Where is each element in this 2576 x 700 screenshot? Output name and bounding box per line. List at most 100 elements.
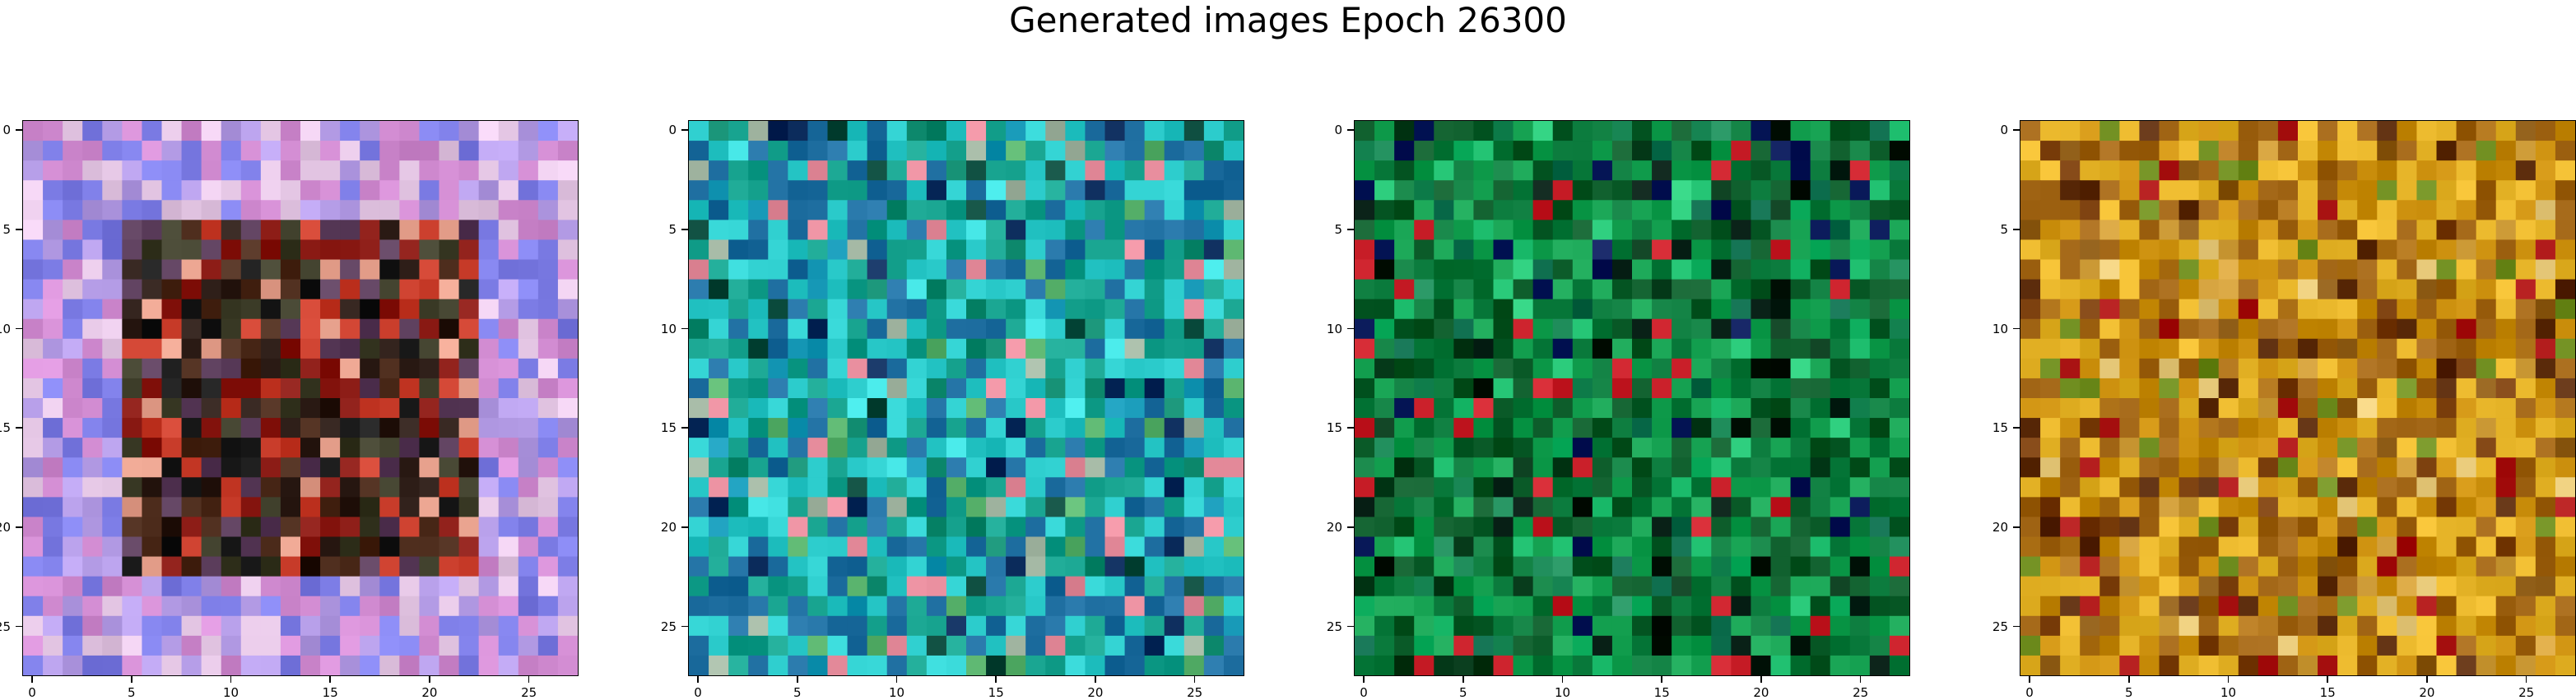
pixel-cell — [2060, 160, 2081, 181]
pixel-cell — [2119, 418, 2141, 438]
pixel-cell — [1394, 517, 1415, 538]
pixel-cell — [1513, 655, 1534, 675]
pixel-cell — [768, 259, 788, 280]
pixel-cell — [2277, 259, 2299, 280]
pixel-cell — [1672, 358, 1692, 379]
pixel-cell — [2456, 457, 2477, 478]
pixel-cell — [1374, 299, 1395, 320]
pixel-cell — [709, 318, 729, 340]
pixel-cell — [1085, 121, 1106, 141]
pixel-cell — [458, 398, 480, 419]
pixel-cell — [1025, 596, 1046, 617]
pixel-cell — [1731, 160, 1752, 181]
pixel-cell — [2040, 615, 2061, 637]
pixel-cell — [2298, 477, 2318, 498]
pixel-cell — [1355, 358, 1375, 379]
pixel-cell — [728, 635, 749, 656]
pixel-cell — [1223, 378, 1244, 399]
pixel-cell — [201, 398, 222, 419]
pixel-cell — [1144, 576, 1165, 597]
pixel-cell — [1414, 576, 1434, 597]
pixel-cell — [1374, 477, 1395, 498]
pixel-cell — [1731, 378, 1752, 399]
pixel-cell — [986, 338, 1007, 359]
pixel-cell — [320, 418, 341, 438]
pixel-cell — [2119, 477, 2141, 498]
pixel-cell — [1532, 279, 1554, 300]
pixel-cell — [946, 635, 967, 656]
pixel-cell — [2099, 239, 2120, 261]
pixel-cell — [1849, 517, 1871, 538]
pixel-cell — [2099, 635, 2120, 656]
pixel-cell — [1513, 220, 1534, 241]
pixel-cell — [2535, 655, 2556, 675]
pixel-cell — [2020, 635, 2041, 656]
pixel-cell — [2555, 220, 2575, 241]
pixel-cell — [2277, 378, 2299, 399]
pixel-cell — [709, 655, 729, 675]
pixel-cell — [2178, 418, 2200, 438]
pixel-cell — [709, 239, 729, 261]
pixel-cell — [2495, 517, 2517, 538]
pixel-cell — [689, 338, 709, 359]
pixel-cell — [689, 358, 709, 379]
pixel-cell — [1770, 338, 1792, 359]
pixel-cell — [1611, 338, 1633, 359]
pixel-cell — [23, 239, 44, 261]
pixel-cell — [2020, 259, 2041, 280]
pixel-cell — [2337, 477, 2358, 498]
pixel-cell — [807, 536, 829, 558]
pixel-cell — [1085, 497, 1106, 518]
pixel-cell — [807, 457, 829, 478]
pixel-cell — [986, 517, 1007, 538]
pixel-cell — [2099, 299, 2120, 320]
pixel-cell — [63, 121, 83, 141]
pixel-cell — [1144, 239, 1165, 261]
pixel-cell — [2535, 141, 2556, 161]
pixel-cell — [788, 596, 809, 617]
pixel-cell — [498, 457, 519, 478]
pixel-cell — [419, 259, 440, 280]
pixel-cell — [280, 299, 301, 320]
pixel-cell — [1513, 477, 1534, 498]
pixel-cell — [1203, 121, 1225, 141]
pixel-cell — [2178, 398, 2200, 419]
pixel-cell — [748, 556, 769, 577]
pixel-cell — [1414, 299, 1434, 320]
pixel-cell — [788, 259, 809, 280]
pixel-cell — [1006, 536, 1026, 558]
pixel-cell — [360, 358, 380, 379]
pixel-cell — [379, 358, 400, 379]
pixel-cell — [1045, 477, 1066, 498]
pixel-cell — [2099, 438, 2120, 458]
pixel-cell — [1493, 556, 1514, 577]
pixel-cell — [2159, 576, 2180, 597]
pixel-cell — [1203, 279, 1225, 300]
pixel-cell — [498, 259, 519, 280]
pixel-cell — [300, 318, 321, 340]
pixel-cell — [2515, 141, 2536, 161]
pixel-cell — [1889, 358, 1909, 379]
pixel-cell — [1434, 279, 1454, 300]
pixel-cell — [2298, 536, 2318, 558]
pixel-cell — [2119, 121, 2141, 141]
pixel-cell — [1164, 338, 1185, 359]
pixel-cell — [768, 438, 788, 458]
pixel-cell — [2040, 180, 2061, 201]
pixel-cell — [557, 576, 578, 597]
pixel-cell — [1552, 299, 1574, 320]
pixel-cell — [2198, 160, 2220, 181]
pixel-cell — [439, 655, 460, 675]
pixel-cell — [340, 259, 360, 280]
pixel-cell — [2515, 655, 2536, 675]
pixel-cell — [1374, 497, 1395, 518]
pixel-cell — [1223, 536, 1244, 558]
pixel-cell — [1045, 457, 1066, 478]
pixel-cell — [2159, 536, 2180, 558]
pixel-cell — [320, 220, 341, 241]
pixel-cell — [2139, 358, 2160, 379]
pixel-cell — [1453, 536, 1475, 558]
pixel-cell — [1374, 239, 1395, 261]
pixel-cell — [181, 121, 202, 141]
pixel-cell — [2555, 358, 2575, 379]
